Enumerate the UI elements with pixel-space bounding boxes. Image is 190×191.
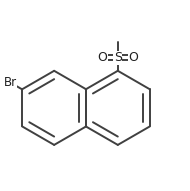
Text: O: O: [128, 51, 138, 64]
Text: O: O: [97, 51, 107, 64]
Text: Br: Br: [4, 76, 17, 89]
Text: S: S: [114, 51, 122, 64]
